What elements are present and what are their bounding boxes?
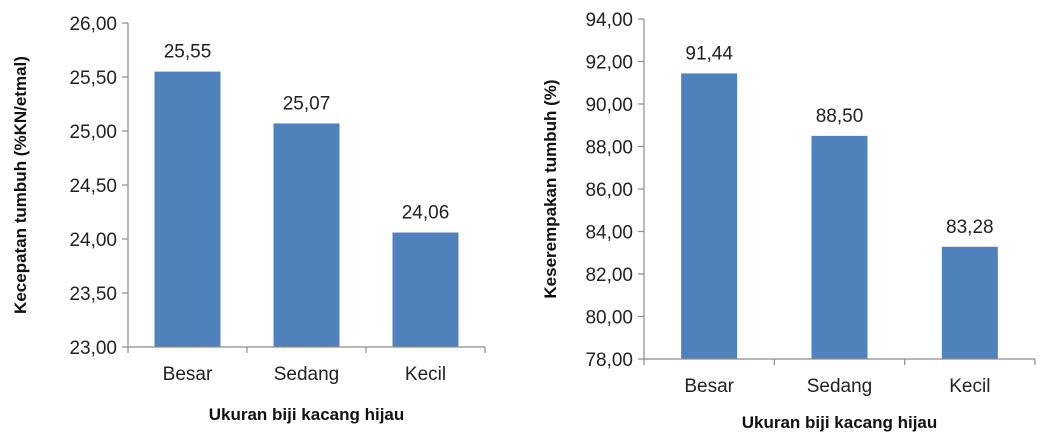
x-tick-label: Sedang [807, 376, 873, 397]
y-tick-label: 82,00 [585, 265, 633, 286]
chart-keserempakan-tumbuh: 91,44 Besar 88,50 Sedang 83,28 Kecil 78,00 80,0… [541, 10, 1036, 432]
y-tick-label: 25,50 [69, 68, 117, 89]
x-tick-label: Kecil [949, 376, 990, 397]
bar-kecil [941, 246, 998, 359]
bar-besar [154, 71, 221, 347]
y-tick-label: 84,00 [585, 223, 633, 244]
chart-kecepatan-tumbuh: 25,55 Besar 25,07 Sedang 24,06 Kecil 23,00 23,5… [11, 14, 486, 424]
y-tick-label: 24,50 [69, 176, 117, 197]
x-axis-title: Ukuran biji kacang hijau [209, 405, 405, 424]
y-axis-title: Keserempakan tumbuh (%) [541, 79, 560, 298]
y-tick-label: 94,00 [585, 10, 633, 31]
bar-kecil [392, 232, 459, 347]
y-tick-label: 25,00 [69, 122, 117, 143]
data-label: 83,28 [946, 217, 994, 238]
y-tick-label: 23,00 [69, 338, 117, 359]
y-tick-label: 23,50 [69, 284, 117, 305]
data-label: 25,55 [164, 42, 212, 63]
x-tick-label: Besar [163, 364, 213, 385]
data-label: 88,50 [816, 106, 864, 127]
bar-sedang [273, 123, 340, 347]
y-tick-label: 24,00 [69, 230, 117, 251]
data-label: 91,44 [685, 43, 733, 64]
y-tick-label: 78,00 [585, 350, 633, 371]
y-tick-label: 90,00 [585, 95, 633, 116]
x-tick-label: Besar [684, 376, 734, 397]
bar-sedang [811, 135, 868, 359]
data-label: 25,07 [283, 93, 331, 114]
y-tick-label: 92,00 [585, 53, 633, 74]
y-tick-label: 80,00 [585, 308, 633, 329]
y-tick-label: 86,00 [585, 180, 633, 201]
y-tick-label: 26,00 [69, 14, 117, 35]
y-axis-title: Kecepatan tumbuh (%KN/etmal) [11, 56, 30, 314]
x-axis-title: Ukuran biji kacang hijau [742, 413, 938, 432]
data-label: 24,06 [402, 203, 450, 224]
x-tick-label: Sedang [274, 364, 340, 385]
x-tick-label: Kecil [405, 364, 446, 385]
y-tick-label: 88,00 [585, 138, 633, 159]
bar-besar [681, 73, 738, 360]
